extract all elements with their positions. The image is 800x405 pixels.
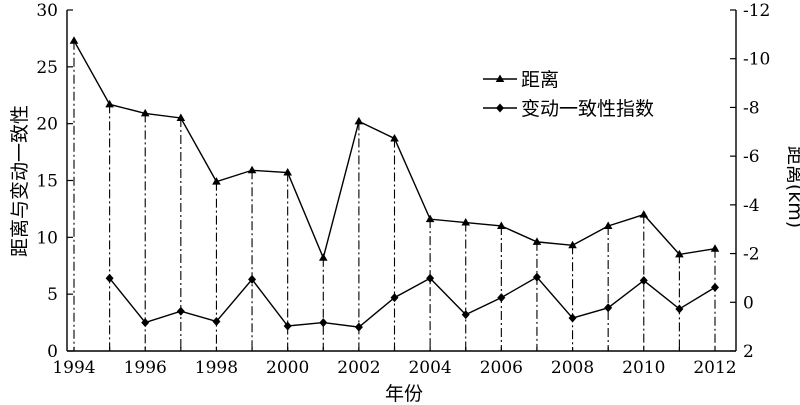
legend-marker-triangle [495,74,505,82]
data-point-distance [140,108,150,117]
data-point-distance [603,221,613,229]
data-point-consistency [711,282,719,292]
legend-label-distance: 距离 [521,69,559,91]
data-point-distance [176,113,186,121]
data-point-distance [425,214,435,223]
x-tick-label: 2012 [693,358,736,378]
data-point-distance [212,177,221,185]
right-tick-label: -8 [743,98,760,118]
x-tick-label: 1998 [195,358,238,378]
data-point-distance [675,249,684,258]
data-point-consistency [141,318,150,328]
left-tick-label: 10 [36,228,58,248]
data-point-consistency [675,304,684,314]
x-axis-title: 年份 [385,383,423,405]
data-point-distance [497,221,506,229]
right-axis-ticks: -12 -10 -8 -6 -4 -2 0 2 [730,1,770,362]
left-tick-label: 25 [36,58,58,78]
data-point-distance [639,210,649,218]
x-axis-ticks: 1994 1996 1998 2000 2002 2004 2006 2008 2010 2012 [52,347,737,378]
data-point-consistency [248,274,257,284]
data-point-consistency [568,313,577,323]
right-tick-label: -4 [743,196,760,216]
data-point-distance [247,165,257,174]
left-tick-label: 20 [36,115,58,135]
data-point-consistency [532,272,541,282]
data-point-distance [69,36,79,44]
data-point-consistency [390,293,399,303]
left-tick-label: 15 [36,172,58,192]
left-y-axis-title: 距离与变动一致性 [9,105,31,257]
data-point-distance [390,133,399,142]
right-y-axis-title: 距离(km) [784,146,800,228]
data-point-consistency [497,293,506,303]
right-tick-label: 2 [743,342,754,362]
legend-item-consistency: 变动一致性指数 [483,98,654,120]
x-tick-label: 1994 [52,358,95,378]
x-tick-label: 2002 [337,358,380,378]
legend-marker-diamond [496,103,504,113]
data-point-consistency [319,318,328,328]
data-point-distance [105,99,114,108]
series-line-consistency [109,276,716,328]
data-point-consistency [426,273,435,283]
data-point-consistency [212,316,221,326]
legend-item-distance: 距离 [483,69,559,91]
data-point-consistency [176,306,185,316]
data-point-distance [318,253,328,261]
x-tick-label: 2000 [266,358,309,378]
data-point-consistency [105,273,114,283]
data-point-consistency [604,303,613,313]
chart-axes [66,10,737,352]
x-tick-label: 2010 [622,358,665,378]
right-tick-label: -12 [743,1,770,21]
right-tick-label: -6 [743,147,760,167]
series-layer [69,36,720,332]
data-point-consistency [354,322,363,332]
data-point-distance [568,240,577,249]
right-tick-label: -2 [743,245,760,265]
data-point-distance [710,244,720,252]
x-tick-label: 1996 [124,358,167,378]
legend: 距离 变动一致性指数 [483,69,654,120]
data-point-consistency [461,310,470,320]
left-tick-label: 0 [47,342,58,362]
data-point-consistency [283,321,292,331]
x-tick-label: 2008 [551,358,594,378]
data-point-distance [354,116,364,125]
right-tick-label: -10 [743,50,770,70]
right-tick-label: 0 [743,293,754,313]
left-tick-label: 5 [47,285,58,305]
data-point-distance [283,168,292,176]
x-tick-label: 2006 [480,358,523,378]
data-point-distance [461,218,471,226]
left-tick-label: 30 [36,1,58,21]
x-tick-label: 2004 [408,358,451,378]
left-axis-ticks: 0 5 10 15 20 25 30 [36,1,73,362]
data-point-consistency [639,276,648,286]
data-point-distance [532,237,542,245]
legend-label-consistency: 变动一致性指数 [521,98,654,120]
drop-lines [73,40,716,351]
